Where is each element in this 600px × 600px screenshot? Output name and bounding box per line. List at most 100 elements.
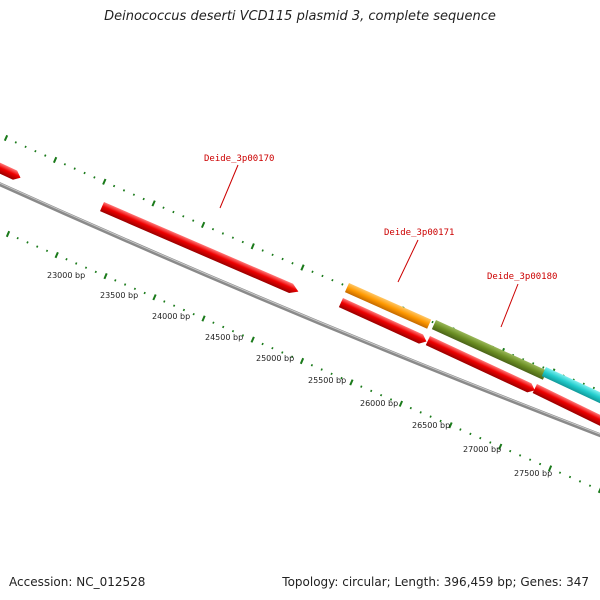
inner-ring-minor-tick (75, 262, 78, 265)
inner-ring-minor-tick (588, 484, 592, 487)
gene-feature-deide-3p00180 (431, 320, 548, 380)
inner-ring-minor-tick (409, 406, 412, 410)
inner-ring-minor-tick (26, 241, 29, 244)
inner-ring-minor-tick (84, 266, 88, 269)
map-title: Deinococcus deserti VCD115 plasmid 3, co… (104, 9, 496, 24)
outer-ring-minor-tick (112, 184, 116, 188)
scale-label: 24000 bp (152, 312, 190, 321)
inner-ring-minor-tick (429, 415, 432, 418)
inner-ring-minor-tick (379, 393, 383, 397)
gene-label-deide-3p00171: Deide_3p00171 (384, 228, 454, 238)
inner-ring-minor-tick (281, 351, 284, 354)
outer-ring-minor-tick (532, 362, 535, 365)
outer-ring-minor-tick (341, 283, 344, 286)
outer-ring-minor-tick (291, 261, 294, 265)
inner-ring-minor-tick (36, 245, 39, 248)
inner-ring-minor-tick (578, 480, 582, 483)
scale-label: 23000 bp (47, 271, 85, 280)
outer-ring-minor-tick (261, 249, 264, 252)
inner-ring-minor-tick (389, 398, 393, 401)
inner-ring-major-tick (349, 379, 354, 386)
inner-ring-minor-tick (509, 449, 512, 453)
inner-ring-minor-tick (16, 236, 19, 240)
plasmid-backbone-highlight (0, 182, 600, 435)
inner-ring-minor-tick (568, 475, 572, 479)
inner-ring-minor-tick (558, 471, 562, 474)
gene-feature-red-middle (425, 336, 535, 393)
inner-ring-major-tick (299, 357, 305, 365)
inner-ring-major-tick (5, 230, 11, 238)
outer-ring-minor-tick (122, 189, 126, 192)
outer-ring-minor-tick (231, 236, 235, 239)
gene-feature-deide-3p00170 (100, 202, 299, 293)
inner-ring-major-tick (498, 443, 503, 450)
inner-ring-minor-tick (459, 428, 462, 431)
plasmid-backbone (0, 182, 600, 438)
inner-ring-minor-tick (310, 363, 314, 367)
outer-ring-minor-tick (192, 219, 195, 222)
leader-line-deide-3p00180 (500, 283, 519, 328)
inner-ring-minor-tick (65, 257, 68, 261)
gene-feature-partial-left (0, 158, 21, 180)
scale-label: 26500 bp (412, 421, 450, 430)
topology-info: Topology: circular; Length: 396,459 bp; … (282, 575, 589, 589)
outer-ring-minor-tick (14, 141, 17, 144)
scale-label: 25500 bp (308, 376, 346, 385)
inner-ring-major-tick (448, 422, 453, 429)
inner-ring-minor-tick (182, 308, 186, 312)
inner-ring-minor-tick (370, 389, 373, 393)
outer-ring-minor-tick (431, 320, 434, 324)
outer-ring-minor-tick (221, 232, 225, 235)
inner-ring-minor-tick (320, 368, 323, 371)
scale-label: 24500 bp (205, 333, 243, 342)
outer-ring-major-tick (200, 221, 206, 228)
outer-ring-major-tick (151, 200, 156, 207)
gene-label-deide-3p00180: Deide_3p00180 (487, 272, 557, 282)
inner-ring-minor-tick (489, 441, 492, 444)
inner-ring-minor-tick (163, 300, 166, 303)
outer-ring-minor-tick (241, 240, 244, 244)
inner-ring-minor-tick (172, 304, 176, 307)
inner-ring-major-tick (54, 251, 59, 259)
outer-ring-minor-tick (182, 215, 185, 218)
gene-feature-cyan (541, 367, 600, 410)
inner-ring-minor-tick (538, 462, 542, 466)
inner-ring-minor-tick (231, 329, 235, 333)
inner-tick-ring (5, 230, 600, 494)
outer-ring-minor-tick (582, 382, 585, 386)
inner-ring-minor-tick (123, 283, 127, 286)
outer-ring-minor-tick (542, 366, 545, 369)
inner-ring-minor-tick (222, 325, 225, 329)
outer-ring-minor-tick (281, 257, 284, 261)
inner-ring-minor-tick (261, 342, 264, 346)
gene-feature-red-right (532, 384, 600, 433)
outer-ring-minor-tick (83, 171, 86, 175)
inner-ring-minor-tick (290, 355, 294, 359)
outer-ring-minor-tick (44, 154, 47, 157)
outer-ring-major-tick (250, 243, 255, 250)
inner-ring-minor-tick (133, 287, 137, 291)
gene-feature-red-lower (338, 298, 427, 344)
outer-ring-minor-tick (172, 210, 175, 214)
inner-ring-minor-tick (45, 249, 49, 253)
inner-ring-major-tick (152, 294, 157, 301)
gene-feature-deide-3p00171 (344, 283, 432, 329)
outer-ring-minor-tick (132, 193, 136, 196)
inner-ring-minor-tick (340, 376, 343, 380)
outer-ring-minor-tick (271, 253, 274, 257)
inner-ring-minor-tick (192, 312, 195, 316)
inner-ring-minor-tick (479, 436, 482, 440)
inner-ring-minor-tick (330, 372, 333, 376)
outer-ring-major-tick (3, 134, 9, 142)
inner-ring-minor-tick (241, 334, 245, 337)
leader-line-deide-3p00171 (397, 239, 419, 283)
inner-ring-major-tick (201, 315, 206, 322)
inner-ring-minor-tick (469, 432, 472, 436)
inner-ring-minor-tick (419, 411, 422, 414)
leader-line-deide-3p00170 (219, 164, 239, 209)
accession-info: Accession: NC_012528 (9, 575, 146, 589)
inner-ring-major-tick (547, 465, 553, 472)
scale-label: 26000 bp (360, 399, 398, 408)
inner-ring-major-tick (597, 487, 600, 494)
